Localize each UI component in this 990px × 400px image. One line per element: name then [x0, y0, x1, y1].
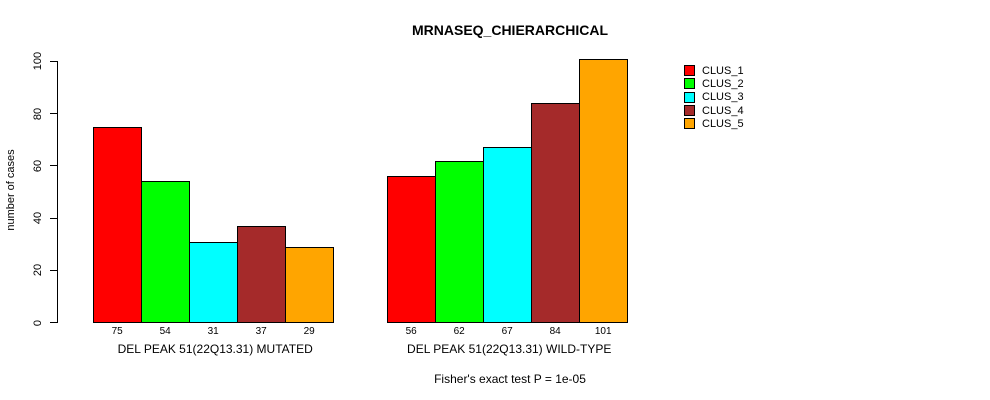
annotation-text: Fisher's exact test P = 1e-05: [434, 372, 586, 386]
bar: [237, 226, 286, 323]
bar-value-label: 31: [189, 326, 238, 337]
bar-value-label: 101: [579, 326, 628, 337]
legend-item: CLUS_5: [684, 117, 744, 130]
bar-value-label: 37: [237, 326, 286, 337]
legend-swatch: [684, 105, 695, 116]
bar: [483, 147, 532, 322]
bar-value-label: 84: [531, 326, 580, 337]
legend-swatch: [684, 118, 695, 129]
y-tick: [50, 322, 57, 323]
y-tick: [50, 270, 57, 271]
bar: [579, 59, 628, 323]
legend-swatch: [684, 65, 695, 76]
y-axis-line: [57, 61, 58, 323]
y-tick-label: 80: [32, 84, 44, 144]
chart-figure: MRNASEQ_CHIERARCHICAL number of cases 02…: [0, 0, 990, 400]
legend-item: CLUS_4: [684, 104, 744, 117]
legend-label: CLUS_1: [702, 65, 744, 77]
bar: [93, 127, 142, 323]
bar-value-label: 56: [387, 326, 436, 337]
legend-item: CLUS_2: [684, 77, 744, 90]
legend-item: CLUS_3: [684, 91, 744, 104]
legend-label: CLUS_3: [702, 91, 744, 103]
legend-label: CLUS_5: [702, 118, 744, 130]
bar-value-label: 29: [285, 326, 334, 337]
y-tick: [50, 165, 57, 166]
legend: CLUS_1CLUS_2CLUS_3 CLUS_4CLUS_5: [684, 64, 744, 130]
bar: [387, 176, 436, 322]
legend-label: CLUS_2: [702, 78, 744, 90]
y-tick-label: 60: [32, 136, 44, 196]
group-label: DEL PEAK 51(22Q13.31) WILD-TYPE: [359, 342, 659, 356]
bar: [285, 247, 334, 323]
chart-title: MRNASEQ_CHIERARCHICAL: [412, 22, 608, 38]
legend-item: CLUS_1: [684, 64, 744, 77]
legend-swatch: [684, 92, 695, 103]
legend-label: CLUS_4: [702, 105, 744, 117]
bar: [189, 242, 238, 323]
y-tick-label: 0: [32, 293, 44, 353]
y-tick-label: 20: [32, 240, 44, 300]
legend-swatch: [684, 78, 695, 89]
y-tick: [50, 61, 57, 62]
y-tick-label: 100: [32, 31, 44, 91]
bar-value-label: 75: [93, 326, 142, 337]
bar: [435, 161, 484, 323]
y-axis-label: number of cases: [4, 130, 18, 250]
bar: [141, 181, 190, 322]
y-tick: [50, 113, 57, 114]
bar-value-label: 67: [483, 326, 532, 337]
group-label: DEL PEAK 51(22Q13.31) MUTATED: [65, 342, 365, 356]
bar: [531, 103, 580, 323]
y-tick: [50, 218, 57, 219]
bar-value-label: 54: [141, 326, 190, 337]
bar-value-label: 62: [435, 326, 484, 337]
y-tick-label: 40: [32, 188, 44, 248]
